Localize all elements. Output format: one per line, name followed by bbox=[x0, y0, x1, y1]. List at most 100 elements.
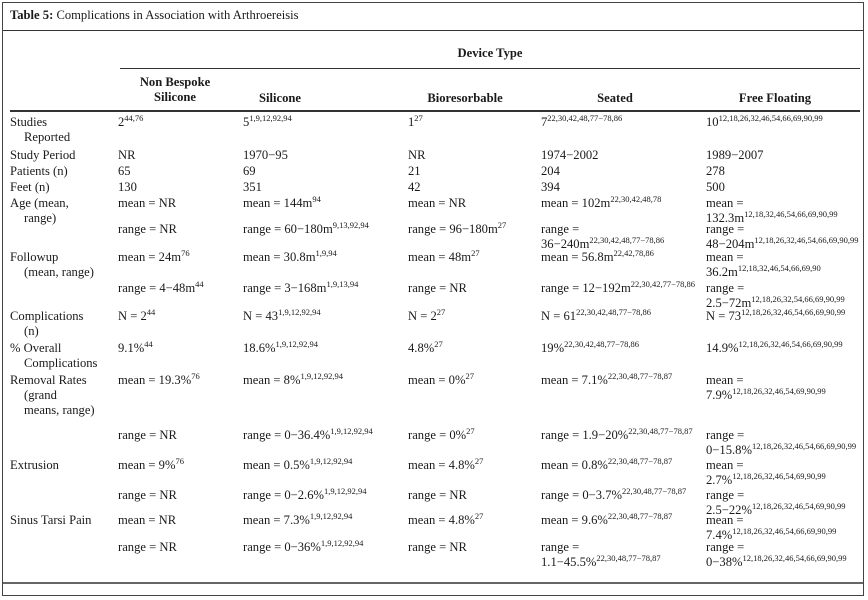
cell-reference: 12,18,26,32,46,54,66,69,90,99 bbox=[732, 526, 837, 536]
table-cell: range = 0−36%1,9,12,92,94 bbox=[243, 538, 401, 555]
table-cell: 1989−2007 bbox=[706, 148, 854, 163]
table-cell: 1012,18,26,32,46,54,66,69,90,99 bbox=[706, 113, 854, 130]
cell-value: 18.6% bbox=[243, 341, 276, 355]
row-label: Age (mean, range) bbox=[10, 196, 115, 226]
cell-value: 1 bbox=[408, 115, 415, 129]
cell-value: mean = 144m bbox=[243, 196, 313, 210]
cell-value: mean = 0.5% bbox=[243, 458, 310, 472]
table-cell: range = NR bbox=[408, 540, 536, 555]
row-label: Feet (n) bbox=[10, 180, 115, 195]
cell-value: range = NR bbox=[408, 540, 467, 554]
row-label-line: Extrusion bbox=[10, 458, 59, 472]
bottom-rule bbox=[3, 582, 863, 584]
row-label-line: Age (mean, bbox=[10, 196, 69, 210]
cell-reference: 12,18,26,32,46,54,66,69,90,99 bbox=[754, 235, 859, 245]
cell-value: mean = 9% bbox=[118, 458, 176, 472]
cell-value: 42 bbox=[408, 180, 421, 194]
cell-value: range = 60−180m bbox=[243, 222, 333, 236]
table-cell: NR bbox=[118, 148, 236, 163]
table-cell: range = NR bbox=[118, 428, 236, 443]
table-cell: 65 bbox=[118, 164, 236, 179]
row-label: Removal Rates (grand means, range) bbox=[10, 373, 115, 418]
table-cell: mean = 8%1,9,12,92,94 bbox=[243, 371, 401, 388]
cell-value: 5 bbox=[243, 115, 250, 129]
cell-reference: 1,9,12,92,94 bbox=[309, 511, 353, 521]
cell-value: 351 bbox=[243, 180, 262, 194]
cell-value: mean = 0.8% bbox=[541, 458, 608, 472]
cell-value: range = NR bbox=[408, 281, 467, 295]
cell-reference: 44 bbox=[195, 279, 204, 289]
cell-reference: 22,30,42,48,77−78,86 bbox=[576, 307, 652, 317]
cell-value: mean = 48m bbox=[408, 250, 472, 264]
table-cell: mean = 56.8m22,42,78,86 bbox=[541, 249, 701, 265]
table-cell: mean = 9.6%22,30,48,77−78,87 bbox=[541, 512, 701, 528]
cell-reference: 12,18,26,32,46,54,66,69,90,99 bbox=[718, 113, 823, 123]
table-cell: mean = NR bbox=[408, 196, 536, 211]
cell-value: 204 bbox=[541, 164, 560, 178]
cell-value: range = NR bbox=[118, 488, 177, 502]
cell-reference: 27 bbox=[465, 371, 474, 381]
cell-value: 1989−2007 bbox=[706, 148, 764, 162]
cell-value: mean = 4.8% bbox=[408, 458, 475, 472]
cell-reference: 22,30,42,48,78 bbox=[610, 194, 662, 204]
table-cell: range = 48−204m12,18,26,32,46,54,66,69,9… bbox=[706, 222, 859, 252]
cell-value: 130 bbox=[118, 180, 137, 194]
cell-value: 21 bbox=[408, 164, 421, 178]
cell-reference: 27 bbox=[436, 307, 446, 317]
cell-reference: 22,30,42,48,77−78,86 bbox=[589, 235, 665, 245]
table-cell: range = NR bbox=[118, 488, 236, 503]
table-cell: 69 bbox=[243, 164, 401, 179]
table-cell: 4.8%27 bbox=[408, 339, 536, 356]
cell-reference: 27 bbox=[474, 456, 484, 466]
cell-value: range = NR bbox=[118, 222, 177, 236]
table-cell: mean = 102m22,30,42,48,78 bbox=[541, 194, 701, 211]
cell-reference: 12,18,32,46,54,66,69,90 bbox=[737, 263, 821, 273]
cell-value: mean = 8% bbox=[243, 373, 301, 387]
row-label: Patients (n) bbox=[10, 164, 115, 179]
cell-value: range = NR bbox=[118, 428, 177, 442]
cell-value: 1974−2002 bbox=[541, 148, 599, 162]
table-cell: range = 0−38%12,18,26,32,46,54,66,69,90,… bbox=[706, 540, 854, 570]
cell-reference: 44 bbox=[146, 307, 156, 317]
cell-reference: 12,18,26,32,46,54,66,69,90,99 bbox=[751, 441, 857, 451]
cell-value: range = 1.1−45.5% bbox=[541, 540, 597, 569]
cell-reference: 1,9,12,92,94 bbox=[278, 307, 321, 317]
cell-reference: 27 bbox=[474, 511, 484, 521]
table-cell: mean = 48m27 bbox=[408, 248, 536, 265]
row-label: Extrusion bbox=[10, 458, 115, 473]
cell-value: mean = 19.3% bbox=[118, 373, 192, 387]
table-cell: range = 12−192m22,30,42,77−78,86 bbox=[541, 280, 701, 296]
cell-reference: 9,13,92,94 bbox=[332, 220, 369, 230]
table-cell: range = 36−240m22,30,42,48,77−78,86 bbox=[541, 222, 701, 252]
table-cell: range = 0−2.6%1,9,12,92,94 bbox=[243, 487, 401, 503]
cell-reference: 27 bbox=[471, 248, 480, 258]
table-cell: 21 bbox=[408, 164, 536, 179]
table-cell: range = NR bbox=[408, 488, 536, 503]
row-label-line: Followup bbox=[10, 250, 59, 264]
column-header: Bioresorbable bbox=[427, 91, 503, 105]
cell-reference: 22,30,48,77−78,87 bbox=[622, 486, 687, 496]
row-label-line: (grand bbox=[24, 388, 57, 402]
cell-value: range = 0−38% bbox=[706, 540, 745, 569]
cell-reference: 44,76 bbox=[124, 113, 144, 123]
cell-value: mean = 7.1% bbox=[541, 373, 608, 387]
table-cell: mean = 4.8%27 bbox=[408, 511, 536, 528]
cell-reference: 22,30,42,48,77−78,86 bbox=[564, 339, 640, 349]
cell-reference: 1,9,12,92,94 bbox=[300, 371, 343, 381]
table-cell: N = 227 bbox=[408, 307, 536, 324]
cell-reference: 76 bbox=[175, 456, 184, 466]
cell-value: N = 73 bbox=[706, 309, 742, 323]
table-cell: N = 244 bbox=[118, 307, 236, 324]
row-label: Sinus Tarsi Pain bbox=[10, 513, 115, 528]
table-cell: range = 0%27 bbox=[408, 427, 536, 443]
cell-value: mean = 24m bbox=[118, 250, 182, 264]
table-cell: mean = 36.2m12,18,32,46,54,66,69,90 bbox=[706, 250, 854, 280]
cell-reference: 1,9,12,92,94 bbox=[320, 538, 364, 548]
cell-value: N = 2 bbox=[408, 309, 437, 323]
cell-value: 19% bbox=[541, 341, 565, 355]
cell-value: 7 bbox=[541, 115, 548, 129]
table-cell: range = 0−15.8%12,18,26,32,46,54,66,69,9… bbox=[706, 428, 857, 458]
table-cell: mean = 132.3m12,18,32,46,54,66,69,90,99 bbox=[706, 196, 854, 226]
cell-reference: 27 bbox=[434, 339, 443, 349]
cell-value: mean = 0% bbox=[408, 373, 466, 387]
